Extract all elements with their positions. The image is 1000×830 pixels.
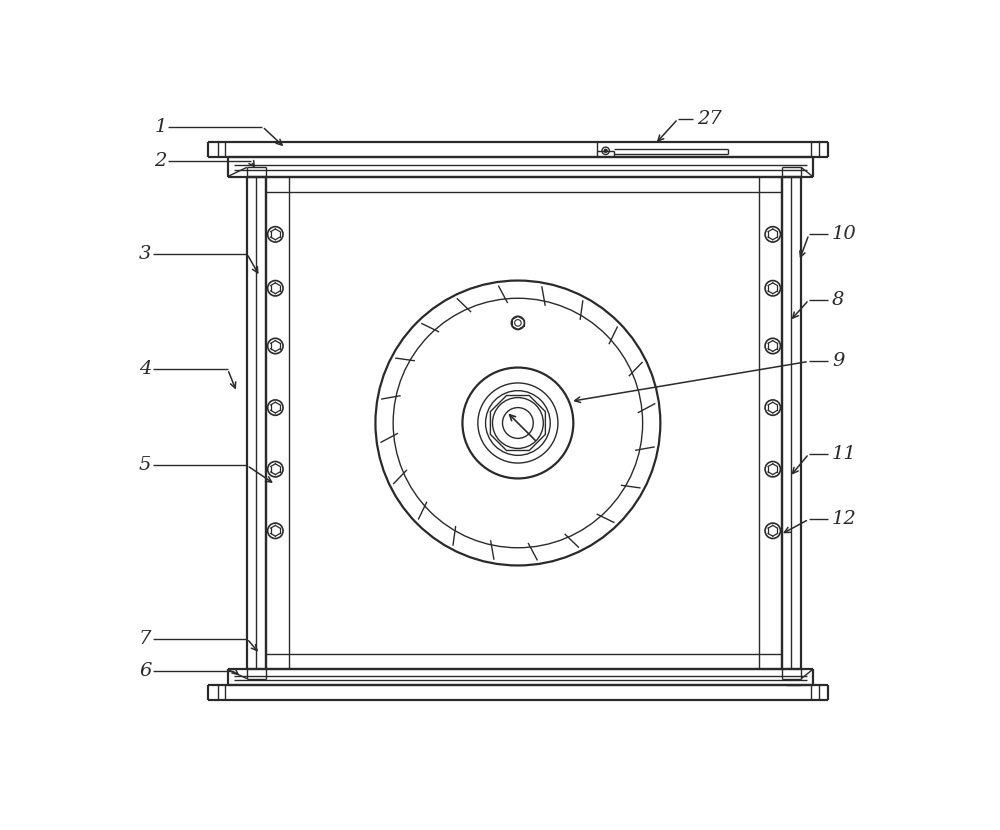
Text: 2: 2 [154, 152, 167, 170]
Text: 12: 12 [832, 510, 857, 528]
Text: 7: 7 [139, 630, 151, 647]
Text: 27: 27 [697, 110, 722, 128]
Circle shape [604, 149, 607, 152]
Text: 3: 3 [139, 245, 151, 262]
Text: 6: 6 [139, 662, 151, 680]
Text: 9: 9 [832, 353, 844, 370]
Text: 4: 4 [139, 360, 151, 378]
Text: 5: 5 [139, 457, 151, 475]
Text: 11: 11 [832, 445, 857, 463]
Text: 8: 8 [832, 290, 844, 309]
Text: 10: 10 [832, 226, 857, 243]
Text: 1: 1 [154, 118, 167, 135]
